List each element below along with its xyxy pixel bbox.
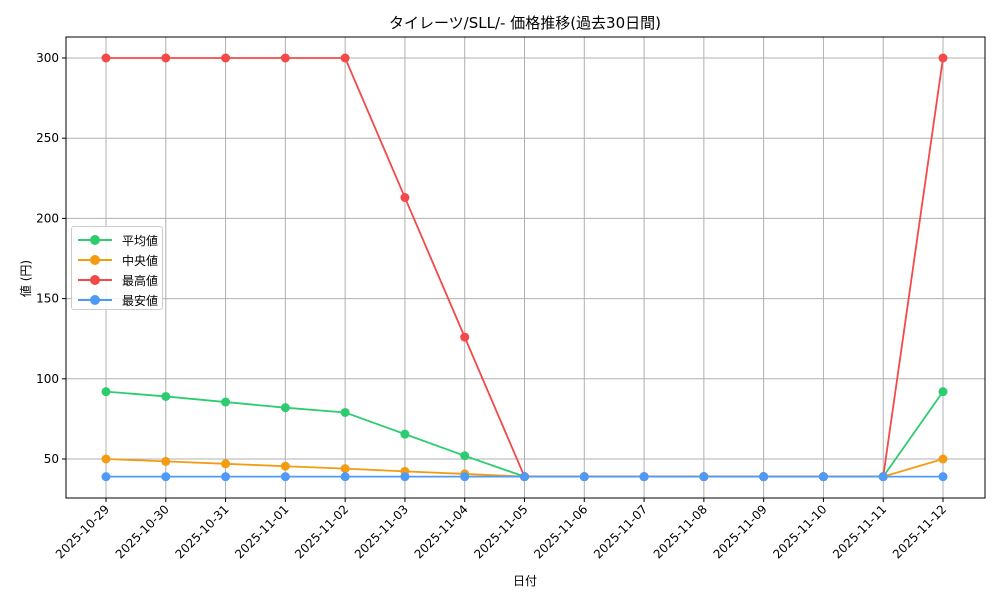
x-tick-label: 2025-11-08 [651, 502, 710, 561]
chart-title: タイレーツ/SLL/- 価格推移(過去30日間) [388, 14, 662, 32]
x-tick-label: 2025-11-06 [531, 502, 590, 561]
data-point [878, 472, 888, 482]
data-point [400, 429, 410, 439]
data-point [759, 472, 769, 482]
x-axis-label: 日付 [512, 574, 537, 588]
data-point [400, 193, 410, 203]
data-point [938, 472, 948, 482]
x-tick-label: 2025-11-05 [471, 502, 530, 561]
data-point [340, 472, 350, 482]
data-point [280, 53, 290, 63]
x-tick-label: 2025-11-02 [292, 502, 351, 561]
data-point [579, 472, 589, 482]
data-point [938, 454, 948, 464]
data-point [340, 53, 350, 63]
data-point [161, 391, 171, 401]
data-point [460, 451, 470, 461]
data-point [280, 403, 290, 413]
x-tick-label: 2025-11-01 [232, 502, 291, 561]
legend-item-median: 中央値 [78, 250, 162, 270]
x-tick-label: 2025-10-30 [113, 502, 172, 561]
legend-marker-icon [78, 275, 112, 285]
data-point [101, 53, 111, 63]
legend-label: 中央値 [122, 253, 159, 268]
legend: 平均値 中央値 最高値 最安値 [71, 226, 163, 310]
legend-label: 平均値 [122, 233, 159, 248]
x-tick-label: 2025-10-29 [53, 502, 112, 561]
x-tick-label: 2025-11-03 [352, 502, 411, 561]
data-point [221, 459, 231, 469]
series-最安値 [101, 472, 948, 482]
x-tick-label: 2025-11-12 [890, 502, 949, 561]
data-point [221, 397, 231, 407]
series-lines [101, 53, 948, 482]
data-point [938, 387, 948, 397]
legend-item-min: 最安値 [78, 290, 162, 310]
x-tick-label: 2025-11-07 [591, 502, 650, 561]
x-axis-ticks: 2025-10-29 2025-10-30 2025-10-31 2025-11-01… [53, 498, 949, 561]
y-tick-label: 300 [36, 51, 59, 65]
x-tick-label: 2025-10-31 [172, 502, 231, 561]
data-point [400, 472, 410, 482]
data-point [280, 461, 290, 471]
y-tick-label: 150 [36, 292, 59, 306]
data-point [699, 472, 709, 482]
y-tick-label: 250 [36, 131, 59, 145]
legend-item-max: 最高値 [78, 270, 162, 290]
y-tick-label: 200 [36, 211, 59, 225]
y-tick-label: 100 [36, 372, 59, 386]
data-point [101, 387, 111, 397]
y-tick-label: 50 [44, 452, 59, 466]
data-point [101, 454, 111, 464]
legend-label: 最安値 [122, 293, 159, 308]
data-point [818, 472, 828, 482]
legend-marker-icon [78, 235, 112, 245]
legend-item-average: 平均値 [78, 230, 162, 250]
data-point [460, 332, 470, 342]
data-point [340, 464, 350, 474]
data-point [161, 456, 171, 466]
x-tick-label: 2025-11-09 [711, 502, 770, 561]
data-point [101, 472, 111, 482]
plot-frame [65, 36, 986, 499]
data-point [161, 53, 171, 63]
x-tick-label: 2025-11-11 [830, 502, 889, 561]
data-point [280, 472, 290, 482]
x-tick-label: 2025-11-10 [770, 502, 829, 561]
data-point [161, 472, 171, 482]
data-point [460, 472, 470, 482]
data-point [221, 53, 231, 63]
grid-lines [66, 37, 985, 498]
x-tick-label: 2025-11-04 [412, 502, 471, 561]
legend-label: 最高値 [122, 273, 159, 288]
data-point [938, 53, 948, 63]
legend-marker-icon [78, 295, 112, 305]
data-point [520, 472, 529, 482]
y-axis-ticks: 50 100 150 200 250 300 [36, 51, 66, 466]
data-point [639, 472, 649, 482]
legend-marker-icon [78, 255, 112, 265]
y-axis-label: 値 (円) [19, 259, 34, 298]
data-point [221, 472, 231, 482]
data-point [340, 407, 350, 417]
